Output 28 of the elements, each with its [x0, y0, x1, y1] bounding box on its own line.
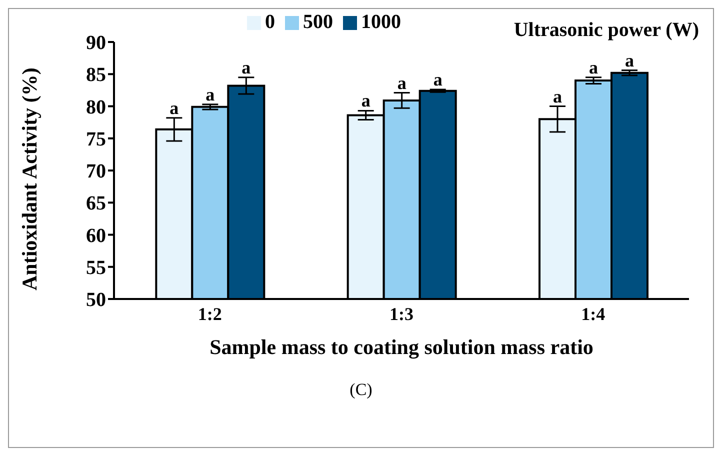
x-axis-title: Sample mass to coating solution mass ratio: [210, 335, 594, 359]
y-tick-label: 60: [86, 224, 106, 247]
annotation: a: [242, 57, 251, 78]
legend-label: 0: [265, 11, 275, 33]
y-tick-label: 85: [86, 64, 106, 86]
annotation: a: [553, 86, 562, 106]
x-tick-label: 1:3: [390, 304, 414, 324]
y-tick-label: 80: [86, 96, 106, 118]
annotation: a: [206, 84, 215, 104]
annotation: a: [170, 98, 179, 118]
annotation: a: [589, 57, 598, 78]
y-tick-label: 65: [86, 192, 106, 215]
y-tick-label: 90: [86, 32, 106, 54]
x-tick-label: 1:4: [581, 304, 606, 324]
annotation: a: [397, 72, 406, 93]
legend-label: 500: [303, 11, 333, 33]
legend-label: 1000: [361, 11, 401, 33]
y-tick-label: 55: [86, 256, 106, 279]
y-tick-label: 75: [86, 128, 106, 150]
text: (C): [348, 380, 374, 400]
y-tick-label: 70: [86, 160, 106, 183]
annotation: a: [433, 70, 442, 90]
annotation: a: [361, 90, 370, 111]
annotation: a: [625, 50, 634, 70]
y-tick-label: 50: [86, 289, 106, 312]
legend-title: Ultrasonic power (W): [514, 19, 699, 42]
y-axis-title: Antioxidant Activity (%): [17, 68, 42, 290]
x-tick-label: 1:2: [198, 304, 222, 324]
